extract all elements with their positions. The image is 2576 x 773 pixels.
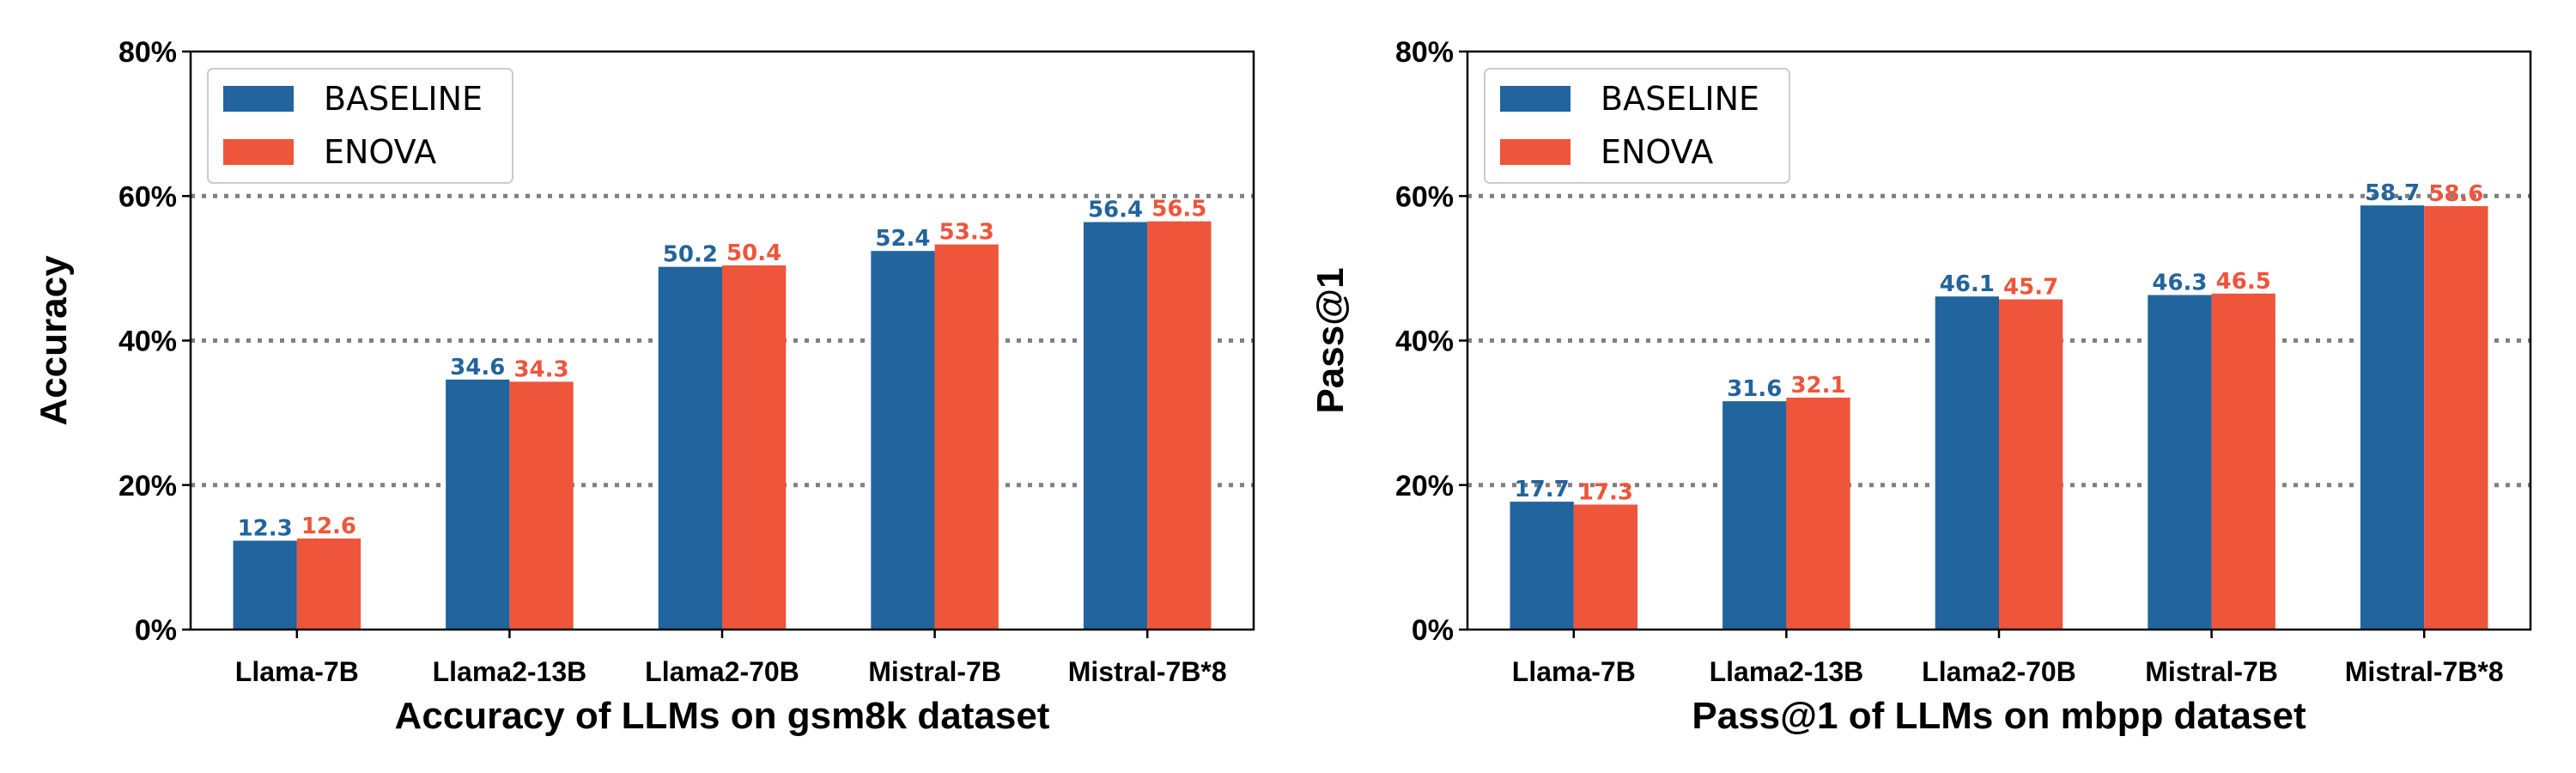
data-label: 56.4 <box>1088 198 1143 223</box>
data-label: 46.3 <box>2152 271 2207 296</box>
y-tick-label: 80% <box>118 36 177 69</box>
bar-baseline-llama2-13b <box>1722 401 1787 630</box>
data-label: 34.6 <box>450 355 505 380</box>
bar-enova-llama-7b <box>296 539 361 630</box>
y-tick-label: 20% <box>1395 470 1454 502</box>
data-label: 12.6 <box>301 514 356 539</box>
bar-baseline-llama-7b <box>233 540 297 630</box>
x-tick-label: Llama-7B <box>235 656 359 687</box>
legend-label-enova: ENOVA <box>1601 133 1713 171</box>
data-label: 50.2 <box>663 242 718 268</box>
data-label: 12.3 <box>238 516 293 542</box>
y-tick-label: 40% <box>1395 326 1454 358</box>
data-label: 58.6 <box>2428 181 2483 207</box>
bar-enova-llama2-13b <box>509 381 574 630</box>
y-tick-label: 20% <box>118 470 177 502</box>
bar-baseline-mistral-7b-8 <box>1083 222 1148 630</box>
chart-gsm8k-accuracy: 12.3 12.6 Llama-7B 34.6 34.3 Llama2-13B 50.2 50… <box>33 36 1255 737</box>
legend-swatch-baseline <box>223 86 294 112</box>
bar-enova-llama-7b <box>1573 504 1638 630</box>
y-tick-label: 60% <box>1395 180 1454 213</box>
x-tick-label: Mistral-7B*8 <box>1068 656 1227 687</box>
legend-label-enova: ENOVA <box>324 133 436 171</box>
legend-swatch-enova <box>1500 139 1571 165</box>
data-label: 34.3 <box>513 356 568 382</box>
data-label: 53.3 <box>939 220 994 246</box>
bar-baseline-llama2-70b <box>658 266 722 630</box>
x-tick-label: Llama2-70B <box>1922 656 2076 687</box>
x-tick-label: Llama2-13B <box>1710 656 1864 687</box>
bar-enova-llama2-70b <box>722 265 787 630</box>
y-axis-title: Pass@1 <box>1309 267 1352 413</box>
data-label: 17.3 <box>1578 479 1633 505</box>
bar-baseline-mistral-7b <box>2148 295 2212 630</box>
x-tick-label: Llama-7B <box>1512 656 1636 687</box>
chart-mbpp-pass1: 17.7 17.3 Llama-7B 31.6 32.1 Llama2-13B 46.1 45… <box>1309 36 2532 737</box>
data-label: 32.1 <box>1790 373 1845 399</box>
x-tick-label: Mistral-7B <box>868 656 1001 687</box>
legend-swatch-enova <box>223 139 294 165</box>
y-tick-label: 0% <box>1412 614 1454 647</box>
x-tick-label: Mistral-7B <box>2145 656 2278 687</box>
x-tick-label: Mistral-7B*8 <box>2345 656 2504 687</box>
bar-enova-llama2-70b <box>1999 299 2063 630</box>
y-tick-label: 80% <box>1395 36 1454 69</box>
bar-baseline-llama2-13b <box>446 379 510 630</box>
data-label: 50.4 <box>726 240 781 266</box>
data-label: 52.4 <box>875 226 930 252</box>
legend: BASELINE ENOVA <box>1484 68 1790 184</box>
bar-enova-mistral-7b-8 <box>2424 206 2488 630</box>
data-label: 46.5 <box>2216 269 2271 295</box>
bar-baseline-mistral-7b-8 <box>2360 205 2425 630</box>
x-axis-title: Pass@1 of LLMs on mbpp dataset <box>1692 695 2306 737</box>
legend-swatch-baseline <box>1500 86 1571 112</box>
data-label: 31.6 <box>1727 376 1782 402</box>
legend-label-baseline: BASELINE <box>324 80 483 118</box>
data-label: 56.5 <box>1151 197 1206 222</box>
data-label: 58.7 <box>2365 180 2420 206</box>
y-tick-label: 40% <box>118 326 177 358</box>
data-label: 45.7 <box>2003 275 2058 301</box>
bar-baseline-mistral-7b <box>871 251 935 630</box>
y-tick-label: 60% <box>118 180 177 213</box>
bar-enova-llama2-13b <box>1786 397 1850 630</box>
data-label: 46.1 <box>1940 271 1995 297</box>
y-axis-title: Accuracy <box>33 255 75 426</box>
data-label: 17.7 <box>1515 477 1570 502</box>
bar-baseline-llama2-70b <box>1935 296 1999 630</box>
x-axis-title: Accuracy of LLMs on gsm8k dataset <box>395 695 1050 737</box>
bar-enova-mistral-7b-8 <box>1147 221 1212 630</box>
legend-label-baseline: BASELINE <box>1601 80 1759 118</box>
x-tick-label: Llama2-70B <box>645 656 799 687</box>
y-tick-label: 0% <box>135 614 177 647</box>
bar-enova-mistral-7b <box>934 244 999 630</box>
legend: BASELINE ENOVA <box>207 68 513 184</box>
bar-baseline-llama-7b <box>1510 502 1574 630</box>
bar-enova-mistral-7b <box>2211 293 2275 630</box>
x-tick-label: Llama2-13B <box>433 656 587 687</box>
